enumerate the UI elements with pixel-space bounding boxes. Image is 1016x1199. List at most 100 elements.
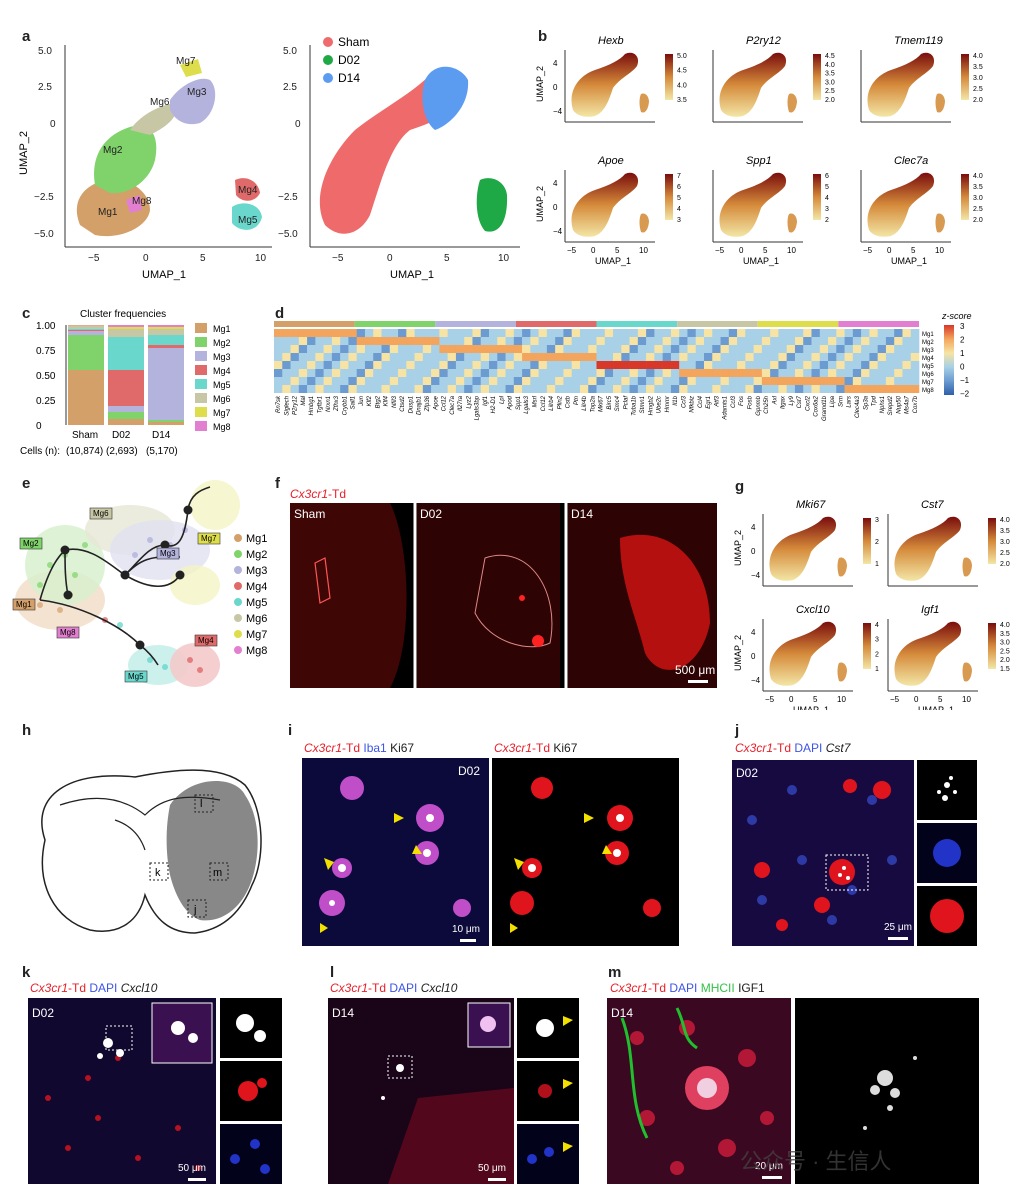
xtick: 0: [914, 695, 919, 704]
heat-cell: [538, 329, 548, 337]
traj-label-mg8: Mg8: [60, 628, 76, 637]
row-label: Mg7: [922, 380, 934, 386]
heat-cell: [579, 369, 589, 377]
y-axis-label: UMAP_2: [18, 131, 30, 175]
heat-cell: [398, 369, 407, 377]
umap-condition-plot: 5.0 2.5 0 −2.5 −5.0 −5 0 5 10 UMAP_1 Sha…: [278, 35, 520, 281]
heat-cell: [695, 369, 705, 377]
colorbar-tick: 2: [825, 217, 829, 224]
tag-d02: D02: [458, 764, 481, 778]
heat-cell: [340, 353, 349, 361]
heat-cell: [447, 353, 457, 361]
heat-cell: [894, 329, 903, 337]
heat-cell: [530, 353, 539, 361]
gene-label: Siglech: [284, 395, 290, 415]
heat-cell: [530, 377, 539, 385]
heat-cell: [290, 369, 300, 377]
y-axis-label: UMAP_2: [733, 530, 743, 566]
heat-cell: [505, 329, 515, 337]
box-m-label: m: [213, 867, 222, 879]
heat-cell: [398, 377, 407, 385]
d02-cells: [476, 178, 508, 232]
heat-cell: [753, 369, 763, 377]
gene-umap-spp1: 6 5 4 3 2 Spp1 −5 0 5 10 UMAP_1: [712, 155, 829, 266]
heat-cell: [728, 353, 738, 361]
inset-dapi: [517, 1124, 579, 1184]
gene-label: P2ry12: [293, 395, 299, 415]
heat-cell: [398, 385, 407, 393]
heat-cell: [348, 329, 357, 337]
heat-cell: [654, 385, 663, 393]
heat-cell: [489, 377, 498, 385]
gene-label: Ube2c: [657, 396, 663, 413]
heat-cell: [811, 337, 821, 345]
heat-cell: [737, 353, 746, 361]
heat-cell: [629, 345, 639, 353]
heat-cell: [373, 361, 382, 369]
heat-cell: [489, 345, 498, 353]
heat-cell: [646, 361, 655, 369]
heat-cell: [687, 337, 697, 345]
heat-cell: [844, 329, 854, 337]
heat-cell: [679, 345, 688, 353]
heat-cell: [646, 369, 655, 377]
heat-cell: [381, 329, 391, 337]
heat-cell: [588, 377, 597, 385]
heat-cell: [621, 345, 630, 353]
heat-cell: [869, 385, 878, 393]
heat-cell: [869, 361, 878, 369]
heat-cell: [323, 361, 333, 369]
panel-label-d: d: [275, 305, 285, 322]
heat-cell: [323, 377, 333, 385]
colorbar-tick: 3.5: [825, 71, 835, 78]
heat-cell: [323, 353, 333, 361]
heat-cell: [679, 337, 688, 345]
heat-cell: [828, 329, 837, 337]
heat-cell: [389, 377, 399, 385]
heat-cell: [844, 377, 854, 385]
expression-cloud: [769, 516, 837, 581]
heat-cell: [704, 329, 713, 337]
heat-cell: [389, 329, 399, 337]
expression-cloud: [769, 621, 837, 686]
heat-cell: [398, 329, 407, 337]
heat-cell: [852, 385, 862, 393]
bar-segment-mg2: [108, 412, 144, 419]
colorbar-tick: 3: [825, 206, 829, 213]
panel-label-a: a: [22, 28, 31, 45]
gene-label: Stmn1: [640, 396, 646, 413]
heat-cell: [522, 385, 531, 393]
heat-cell: [778, 337, 787, 345]
scale-bar-label: 25 μm: [884, 922, 912, 933]
heat-cell: [770, 385, 779, 393]
heat-cell: [381, 345, 391, 353]
heat-cell: [282, 345, 291, 353]
heat-cell: [439, 369, 448, 377]
heat-cell: [737, 345, 746, 353]
heat-cell: [298, 329, 308, 337]
heat-cell: [422, 337, 432, 345]
gene-label: Nfkbiz: [690, 396, 696, 413]
heat-cell: [364, 329, 374, 337]
expression-cloud: [962, 662, 972, 682]
heat-cell: [877, 361, 887, 369]
expression-cloud: [639, 213, 649, 233]
heat-cell: [447, 361, 457, 369]
heat-cell: [588, 369, 597, 377]
ytick: −4: [751, 676, 761, 685]
heat-cell: [770, 361, 779, 369]
heat-cell: [315, 345, 324, 353]
heat-cell: [455, 337, 465, 345]
gene-label: Hmmr: [665, 395, 671, 412]
heat-cell: [497, 385, 506, 393]
xtick: −5: [863, 246, 873, 255]
heat-cell: [803, 385, 812, 393]
heat-cell: [298, 377, 308, 385]
traj-label-mg4: Mg4: [198, 636, 214, 645]
legend-dot-d14: [323, 73, 333, 83]
bar-segment-mg8: [68, 325, 104, 326]
heat-cell: [637, 377, 647, 385]
cluster-label-mg6: Mg6: [150, 97, 170, 108]
colorbar: [665, 174, 673, 220]
gene-label: Birc5: [607, 395, 613, 409]
